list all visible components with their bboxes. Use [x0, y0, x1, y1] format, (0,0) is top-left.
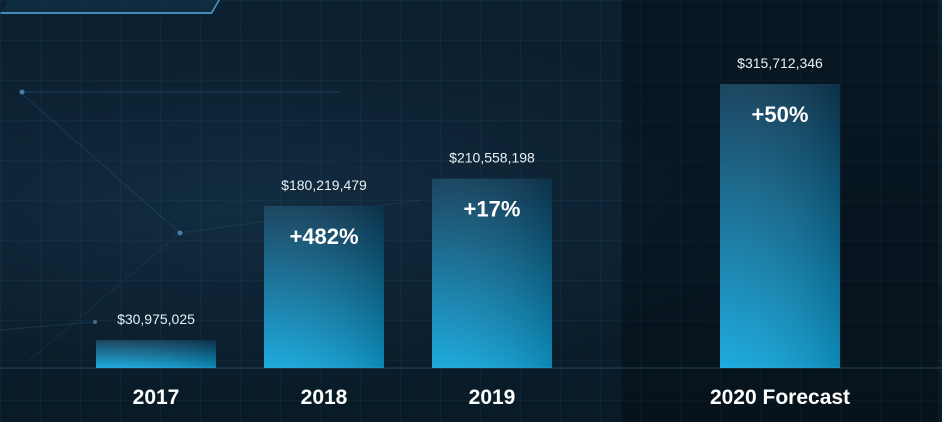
growth-label-1: +482%	[289, 224, 358, 249]
category-label-1: 2018	[301, 386, 348, 409]
value-label-3: $315,712,346	[737, 55, 823, 71]
category-label-2: 2019	[469, 386, 516, 409]
bar-shade-3	[720, 84, 840, 368]
bar-shade-2	[432, 178, 552, 368]
bar-shade-0	[96, 340, 216, 368]
growth-label-3: +50%	[752, 102, 809, 127]
value-label-2: $210,558,198	[449, 150, 535, 166]
growth-label-2: +17%	[464, 197, 521, 222]
category-label-3: 2020 Forecast	[710, 386, 850, 409]
value-label-0: $30,975,025	[117, 311, 195, 327]
category-label-0: 2017	[133, 386, 180, 409]
bar-shade-1	[264, 205, 384, 368]
value-label-1: $180,219,479	[281, 177, 367, 193]
